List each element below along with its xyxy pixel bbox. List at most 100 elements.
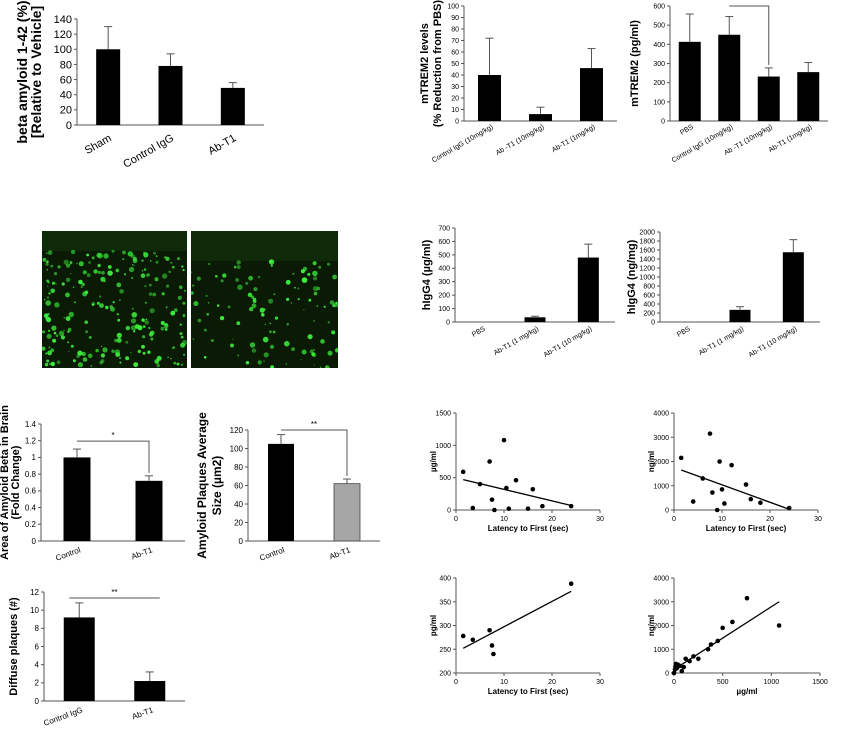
x-tick-label: 30 <box>596 516 604 523</box>
plaque-spot <box>102 347 108 353</box>
plaque-spot <box>107 265 112 269</box>
plaque-micrograph-control <box>42 231 187 368</box>
data-point-10 <box>743 482 749 487</box>
plaque-spot <box>250 295 255 299</box>
plaque-spot <box>61 282 65 286</box>
y-axis-title-line-0: beta amyloid 1-42 (%) <box>14 0 30 143</box>
plaque-spot <box>99 360 104 365</box>
plaque-spot <box>251 348 257 353</box>
plaque-spot <box>150 334 153 336</box>
plaque-spot <box>53 272 58 276</box>
plaque-spot <box>58 330 65 337</box>
y-tick-label: 100 <box>653 99 665 106</box>
significance-label: ** <box>111 588 117 597</box>
data-point-10 <box>525 506 531 512</box>
category-label-3: Ab-T1 (1mg/kg) <box>768 124 814 154</box>
y-axis-title: µg/ml <box>429 451 438 472</box>
y-tick-label: 1.2 <box>25 437 37 446</box>
category-label-0: Control IgG <box>42 705 84 727</box>
plaque-spot <box>307 272 311 276</box>
plaque-spot <box>313 320 315 322</box>
plaque-spot <box>192 338 195 340</box>
plaque-spot <box>168 270 171 274</box>
plaque-spot <box>141 344 145 349</box>
x-tick-label: 30 <box>814 516 822 523</box>
plaque-spot <box>117 318 121 322</box>
plaque-spot <box>77 362 83 368</box>
plaque-spot <box>140 273 146 278</box>
significance-label: ** <box>311 420 317 429</box>
data-point-12 <box>540 503 545 509</box>
plaque-spot <box>179 323 182 326</box>
plaque-spot <box>313 349 315 351</box>
plaque-spot <box>313 276 318 281</box>
plaque-spot <box>68 311 74 318</box>
plaque-spot <box>207 302 210 304</box>
plaque-spot <box>131 277 134 279</box>
bar-0 <box>63 457 91 541</box>
plaque-spot <box>285 363 288 365</box>
bar-1 <box>524 317 546 322</box>
bar-chart-mtrem2-reduction: 0 10 20 30 40 50 60 70 80 90 100 Control IgG (10mg/… <box>419 0 617 164</box>
plaque-spot <box>48 292 51 295</box>
plaque-spot <box>203 356 207 359</box>
plaque-spot <box>170 357 172 360</box>
x-tick-label: 10 <box>500 516 508 523</box>
y-axis-title-line-0: Amyloid Plaques Average <box>195 412 209 559</box>
bar-0 <box>678 41 701 121</box>
plaque-spot <box>91 301 96 306</box>
plaque-spot <box>208 263 211 265</box>
plaque-spot <box>181 265 184 268</box>
plaque-spot <box>273 293 276 296</box>
significance-bracket <box>281 429 348 477</box>
plaque-spot <box>196 276 201 281</box>
y-tick-label: 20 <box>234 518 243 527</box>
y-axis-title: ng/ml <box>647 451 656 472</box>
plaque-spot <box>269 322 272 325</box>
plaque-spot <box>81 282 85 287</box>
y-tick-label: 200 <box>643 310 655 317</box>
category-label-0: Control <box>54 545 82 562</box>
y-tick-label: 1000 <box>639 274 655 281</box>
plaque-spot <box>264 323 266 326</box>
plaque-spot <box>78 279 83 285</box>
plaque-spot <box>50 361 55 367</box>
data-point-17 <box>730 619 735 625</box>
plaque-spot <box>100 359 105 363</box>
y-tick-label: 1800 <box>639 238 655 245</box>
x-tick-label: 20 <box>548 679 556 686</box>
plaque-spot <box>252 297 257 301</box>
y-tick-label: 300 <box>653 61 665 68</box>
y-tick-label: 80 <box>60 59 72 71</box>
y-tick-label: 100 <box>54 44 72 56</box>
category-label-0: PBS <box>471 326 487 339</box>
plaque-spot <box>132 264 134 266</box>
plaque-spot <box>68 350 70 352</box>
y-tick-label: 0 <box>665 508 669 515</box>
plaque-spot <box>329 300 335 305</box>
y-tick-label: 40 <box>234 500 243 509</box>
y-tick-label: 1400 <box>639 256 655 263</box>
plaque-spot <box>143 252 149 258</box>
plaque-spot <box>211 339 214 342</box>
plaque-spot <box>164 328 168 331</box>
y-axis-title-line-1: [Relative to Vehicle] <box>28 6 44 138</box>
plaque-spot <box>160 321 165 325</box>
plaque-spot <box>84 290 89 295</box>
plaque-spot <box>173 308 178 312</box>
plaque-spot <box>300 358 302 361</box>
plaque-spot <box>66 263 70 268</box>
x-tick-label: 1000 <box>764 679 780 686</box>
plaque-spot <box>262 336 269 343</box>
plaque-spot <box>286 297 290 301</box>
plaque-spot <box>65 277 71 282</box>
plaque-spot <box>176 362 180 366</box>
data-point-8 <box>681 664 687 670</box>
y-tick-label: 600 <box>438 239 450 246</box>
y-tick-label: 60 <box>60 74 72 86</box>
plaque-spot <box>154 359 160 364</box>
y-axis-title: pg/ml <box>429 615 438 636</box>
plaque-spot <box>142 335 146 339</box>
y-tick-label: 800 <box>643 283 655 290</box>
